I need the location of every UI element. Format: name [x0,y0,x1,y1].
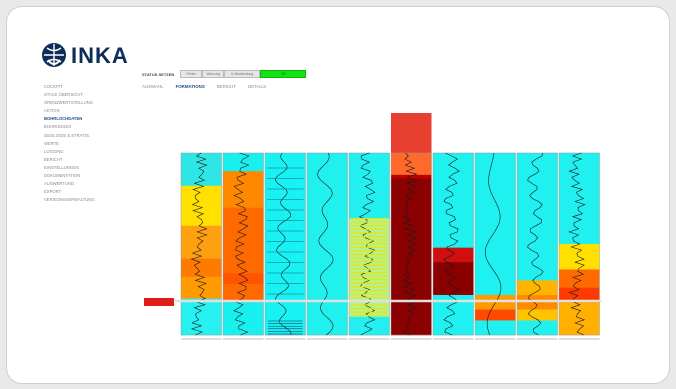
status-label: STATUS SETZEN [142,71,175,77]
heatmap-band-t8-1 [475,294,516,310]
heatmap-band-t6-1 [391,174,432,179]
log-curve-t9 [526,152,544,336]
tab-formations[interactable]: Formations [175,84,205,89]
heatmap-band-t10-0 [559,153,600,245]
sidebar-item-auswertung[interactable]: Auswertung [44,181,75,187]
sidebar-item-einstellungen[interactable]: Einstellungen [44,164,79,170]
sidebar-item-logging[interactable]: Logging [44,148,64,154]
heatmap-band-t9-2 [517,294,558,310]
heatmap-band-t1-1 [181,185,222,227]
heatmap-band-t9-1 [517,280,558,296]
log-curve-t4 [317,152,334,336]
sidebar-item-werte[interactable]: Werte [44,140,60,146]
track-frame-t7 [432,152,474,336]
sidebar-item-bericht[interactable]: Bericht [44,156,63,162]
heatmap-band-t7-2 [433,262,474,296]
track-header-block [391,113,432,153]
app-frame: INKA Cockpit Stack Übersicht Grenzwertst… [6,6,670,384]
log-curve-t3 [274,152,292,336]
sidebar-item-export[interactable]: Export [44,189,62,195]
heatmap-band-t7-0 [433,153,474,248]
heatmap-band-t2-5 [223,302,264,336]
sidebar-item-stack[interactable]: Stack Übersicht [44,92,84,98]
heatmap-band-t4-0 [307,153,348,336]
heatmap-band-t8-0 [475,153,516,296]
sidebar-item-aktion[interactable]: Aktion [44,108,60,114]
depth-highlight-marker[interactable] [144,298,174,306]
log-curve-t2 [233,152,250,336]
log-curve-t10 [568,152,586,336]
sidebar-item-grenzwert[interactable]: Grenzwertstellung [44,100,94,106]
heatmap-band-t1-5 [181,298,222,336]
heatmap-band-t5-2 [349,316,390,336]
status-segment-warnung[interactable]: Warnung [202,70,225,78]
tab-auswahl[interactable]: Auswahl [142,84,164,89]
logo[interactable]: INKA [39,39,129,73]
sidebar-item-versionen[interactable]: Versionsverwaltung [44,197,95,203]
track-frame-t1 [180,152,222,336]
sidebar-item-bohrungen[interactable]: Bohrungen [44,124,72,130]
globe-hand-icon [42,43,66,67]
track-frame-t4 [306,152,348,336]
track-frame-t8 [474,152,516,336]
heatmap-band-t8-2 [475,309,516,321]
heatmap-band-t10-4 [559,302,600,336]
heatmap-band-t3-0 [265,153,306,336]
heatmap-band-t2-2 [223,207,264,274]
heatmap-band-t7-1 [433,247,474,263]
heatmap-band-t10-3 [559,287,600,303]
tab-bericht[interactable]: Bericht [216,84,237,89]
status-segment-fehler[interactable]: Fehler [180,70,203,78]
heatmap-band-t2-3 [223,273,264,285]
log-curve-t8 [484,152,502,336]
tab-details[interactable]: Details [248,84,267,89]
heatmap-band-t5-0 [349,153,390,219]
track-frame-t2 [222,152,264,336]
tab-bar: Auswahl Formations Bericht Details [142,84,266,89]
heatmap-band-t8-3 [475,320,516,336]
log-curve-t1 [190,152,208,336]
well-log-chart [139,107,609,382]
track-frame-t3 [264,152,306,336]
status-segment-ok[interactable]: OK [260,70,307,78]
heatmap-band-t10-2 [559,269,600,288]
sidebar-item-dokumentation[interactable]: Dokumentation [44,173,81,179]
track-frame-t10 [558,152,600,336]
sidebar-item-bohrlochdaten[interactable]: Bohrlochdaten [44,116,83,122]
log-curve-t7 [443,152,460,336]
heatmap-band-t9-4 [517,320,558,336]
sidebar: Cockpit Stack Übersicht Grenzwertstellun… [44,83,134,204]
status-row: STATUS SETZEN Fehler Warnung In Bearbeit… [142,70,307,78]
well-log-svg [175,113,601,340]
heatmap-band-t2-4 [223,284,264,303]
heatmap-band-t1-3 [181,258,222,278]
heatmap-band-t6-0 [391,153,432,176]
heatmap-band-t2-0 [223,153,264,172]
sidebar-item-geologie[interactable]: Geologie & Stratig. [44,132,91,138]
logo-text: INKA [71,43,129,68]
status-segment-bearbeitung[interactable]: In Bearbeitung [224,70,261,78]
sidebar-item-cockpit[interactable]: Cockpit [44,84,63,89]
heatmap-band-t9-3 [517,309,558,321]
track-frame-t6 [390,152,432,336]
log-curve-t6 [402,152,419,336]
heatmap-band-t2-1 [223,171,264,208]
track-frame-t9 [516,152,558,336]
